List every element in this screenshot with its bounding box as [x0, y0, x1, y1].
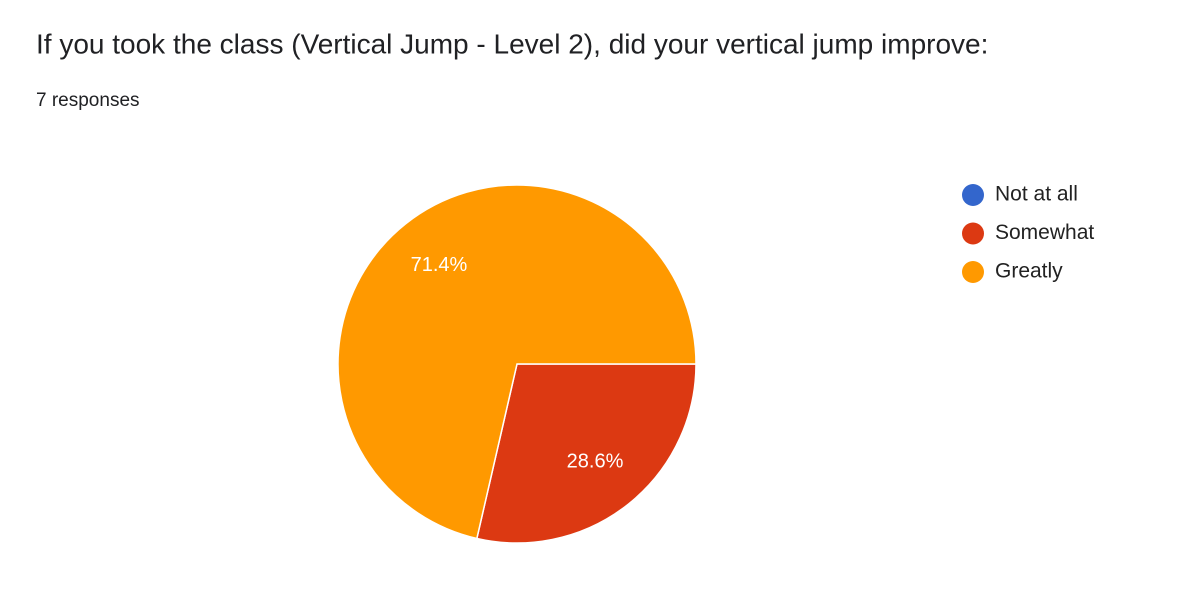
legend-label: Somewhat	[995, 221, 1094, 244]
legend-label: Greatly	[995, 260, 1063, 283]
legend-label: Not at all	[995, 183, 1078, 206]
chart-subtitle: 7 responses	[36, 90, 140, 111]
pie-slice	[337, 184, 697, 540]
chart-title: If you took the class (Vertical Jump - L…	[36, 28, 988, 59]
legend-marker	[962, 222, 984, 245]
pie-slice	[475, 363, 697, 544]
legend-marker	[962, 261, 984, 283]
data-label: 71.4%	[411, 254, 468, 276]
legend-marker	[962, 184, 984, 206]
data-label: 28.6%	[567, 450, 624, 472]
